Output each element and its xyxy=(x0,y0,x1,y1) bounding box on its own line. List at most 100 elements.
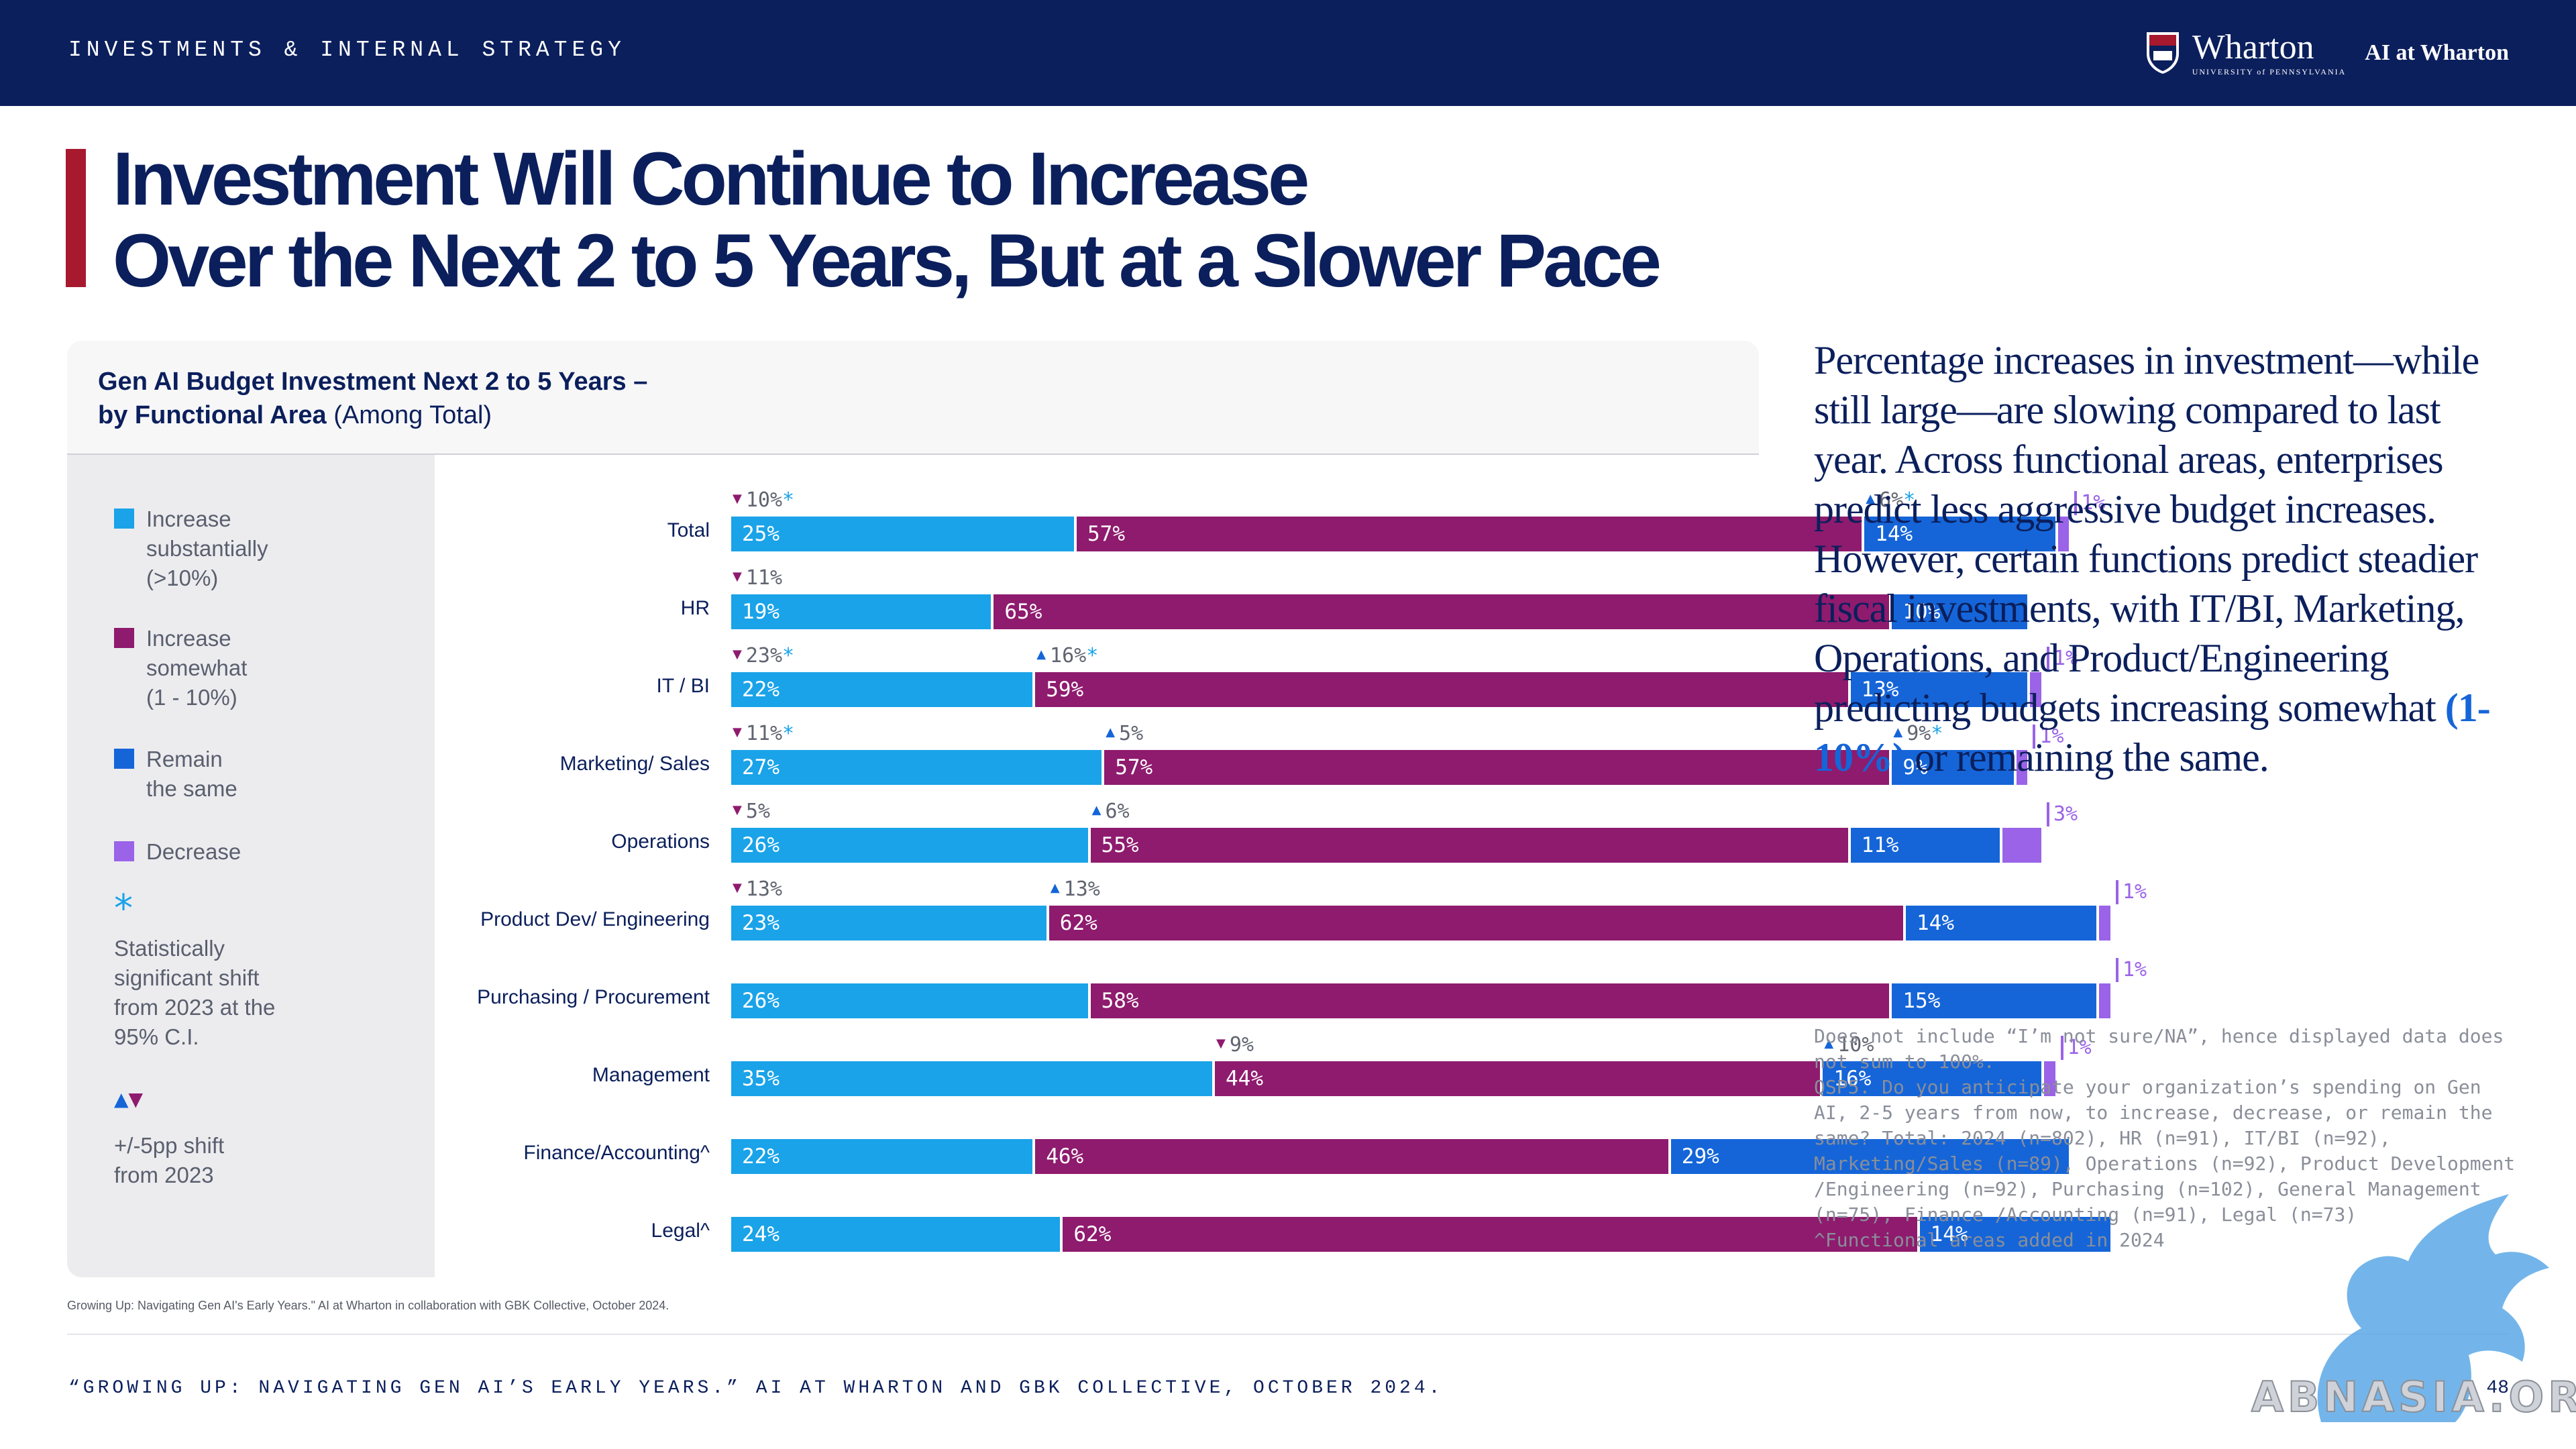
commentary-highlight: (1-10%) xyxy=(1814,686,2491,780)
bar-value-label: 19% xyxy=(742,600,780,624)
legend-item: Remain the same xyxy=(114,745,237,804)
bar-segment xyxy=(1077,517,1862,551)
bar-segment xyxy=(1035,1139,1668,1174)
footnotes: Does not include “I’m not sure/NA”, henc… xyxy=(1814,1024,2518,1253)
title-line-1: Investment Will Continue to Increase xyxy=(113,137,1309,221)
bar-value-label: 14% xyxy=(1875,522,1913,546)
chart-title-qualifier: (Among Total) xyxy=(326,401,492,429)
bar-segment xyxy=(2030,672,2041,707)
bar-value-label: 13% xyxy=(1861,678,1899,702)
top-banner: INVESTMENTS & INTERNAL STRATEGY Wharton … xyxy=(0,0,2576,106)
legend-swatch xyxy=(114,508,134,529)
bar-value-label: 27% xyxy=(742,755,780,780)
watermark-text: ABNASIA.ORG xyxy=(2251,1372,2576,1422)
category-label: Purchasing / Procurement xyxy=(477,986,710,1008)
decrease-value-label: 1% xyxy=(2033,724,2064,749)
star-icon: * xyxy=(114,887,133,930)
yoy-shift-label: ▲ 6%* xyxy=(1866,488,1916,512)
legend-star-line: 95% C.I. xyxy=(114,1024,199,1049)
bar-value-label: 44% xyxy=(1226,1067,1263,1091)
bar-segment xyxy=(1906,906,2097,941)
bar-segment xyxy=(2002,828,2041,863)
bar-segment xyxy=(731,1217,1061,1252)
yoy-shift-label: ▼ 5% xyxy=(733,800,770,823)
bar-value-label: 9% xyxy=(1902,755,1928,780)
bar-value-label: 57% xyxy=(1087,522,1125,546)
category-label: Total xyxy=(667,519,710,541)
yoy-shift-label: ▼ 9% xyxy=(1216,1033,1254,1057)
bar-value-label: 23% xyxy=(742,911,780,935)
legend-star-line: significant shift xyxy=(114,965,260,990)
yoy-shift-label: ▼ 11%* xyxy=(733,722,795,745)
yoy-shift-label: ▼ 11% xyxy=(733,566,783,590)
legend-swatch xyxy=(114,749,134,769)
title-line-2: Over the Next 2 to 5 Years, But at a Slo… xyxy=(113,219,1662,303)
bar-segment xyxy=(1892,594,2028,629)
legend-star-line: Statistically xyxy=(114,936,225,961)
legend-arrow-text: +/-5pp shift from 2023 xyxy=(114,1131,224,1190)
shift-arrows-icon: ▲▼ xyxy=(114,1088,144,1110)
title-accent-bar xyxy=(66,149,86,287)
significance-star-icon: * xyxy=(1931,722,1943,745)
chart-title: Gen AI Budget Investment Next 2 to 5 Yea… xyxy=(98,365,647,432)
legend-label: Increase somewhat (1 - 10%) xyxy=(146,626,248,710)
bar-segment xyxy=(994,594,1890,629)
legend-swatch xyxy=(114,628,134,648)
category-label: IT / BI xyxy=(656,675,710,697)
bar-segment xyxy=(1215,1061,1821,1096)
chart-source: Growing Up: Navigating Gen AI's Early Ye… xyxy=(67,1299,669,1312)
bar-segment xyxy=(731,1061,1212,1096)
commentary: Percentage increases in investment—while… xyxy=(1814,335,2518,782)
bar-segment xyxy=(1035,672,1848,707)
decrease-value-label: 3% xyxy=(2047,802,2078,826)
bar-segment xyxy=(1864,517,2055,551)
bar-segment xyxy=(2016,750,2028,785)
bar-segment xyxy=(731,906,1046,941)
bar-value-label: 26% xyxy=(742,833,780,857)
category-label: HR xyxy=(680,597,710,619)
yoy-shift-label: ▼ 23%* xyxy=(733,644,795,667)
significance-star-icon: * xyxy=(782,488,795,512)
footer-divider xyxy=(67,1334,2509,1335)
bar-value-label: 58% xyxy=(1101,989,1139,1013)
legend-panel xyxy=(67,455,435,1277)
yoy-shift-label: ▼ 10%* xyxy=(733,488,795,512)
yoy-shift-label: ▲ 16%* xyxy=(1036,644,1099,667)
bar-segment xyxy=(1850,828,2000,863)
category-label: Finance/Accounting^ xyxy=(523,1142,710,1164)
up-arrow-icon: ▲ xyxy=(1091,803,1102,817)
category-label: Product Dev/ Engineering xyxy=(480,908,710,930)
yoy-shift-label: ▲ 5% xyxy=(1106,722,1144,745)
bar-value-label: 65% xyxy=(1004,600,1042,624)
category-label: Operations xyxy=(611,830,710,853)
wharton-logo: Wharton UNIVERSITY of PENNSYLVANIA AI at… xyxy=(2145,24,2509,82)
bar-value-label: 62% xyxy=(1073,1222,1112,1246)
decrease-value-label: 1% xyxy=(2116,880,2147,904)
bar-value-label: 57% xyxy=(1115,755,1153,780)
bar-segment xyxy=(1892,983,2097,1018)
bar-value-label: 16% xyxy=(1833,1067,1872,1091)
up-arrow-icon: ▲ xyxy=(1893,725,1903,739)
significance-star-icon: * xyxy=(782,722,795,745)
down-arrow-icon: ▼ xyxy=(733,492,742,506)
category-label: Management xyxy=(592,1064,710,1086)
commentary-text: Percentage increases in investment—while… xyxy=(1814,338,2479,730)
significance-star-icon: * xyxy=(1903,488,1916,512)
bar-segment xyxy=(731,750,1102,785)
up-arrow-icon: ▲ xyxy=(1050,881,1060,895)
footnote: QSP5. Do you anticipate your organizatio… xyxy=(1814,1076,2516,1226)
legend-swatch xyxy=(114,841,134,861)
legend-star-line: from 2023 at the xyxy=(114,995,276,1020)
yoy-shift-label: ▲ 10% xyxy=(1824,1033,1874,1057)
legend-item: Increase substantially (>10%) xyxy=(114,504,268,593)
bar-value-label: 15% xyxy=(1902,989,1941,1013)
section-label: INVESTMENTS & INTERNAL STRATEGY xyxy=(68,38,626,62)
bar-value-label: 62% xyxy=(1059,911,1097,935)
bar-segment xyxy=(731,1139,1033,1174)
bar-segment xyxy=(1670,1139,2070,1174)
bar-value-label: 29% xyxy=(1681,1144,1719,1169)
commentary-tail: or remaining the same. xyxy=(1904,735,2269,780)
decrease-value-label: 1% xyxy=(2060,1036,2092,1060)
legend-arrow-line: +/-5pp shift xyxy=(114,1133,225,1158)
page-title: Investment Will Continue to Increase Ove… xyxy=(113,137,1662,303)
